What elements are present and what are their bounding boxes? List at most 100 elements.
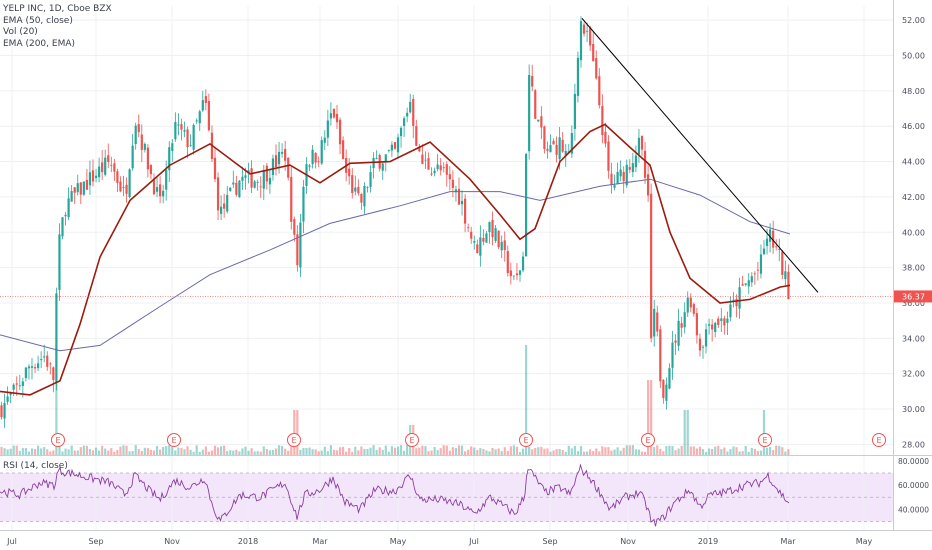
candle[interactable] bbox=[546, 141, 549, 159]
candle[interactable] bbox=[168, 141, 171, 183]
candle[interactable] bbox=[271, 154, 275, 181]
candle[interactable] bbox=[622, 166, 625, 194]
candle[interactable] bbox=[165, 160, 168, 201]
candle[interactable] bbox=[537, 119, 540, 122]
candle[interactable] bbox=[412, 94, 415, 139]
earnings-marker[interactable]: E bbox=[872, 433, 886, 447]
candle[interactable] bbox=[393, 142, 397, 151]
candle[interactable] bbox=[241, 166, 244, 190]
candle[interactable] bbox=[52, 366, 55, 393]
candle[interactable] bbox=[509, 262, 512, 285]
candle[interactable] bbox=[174, 112, 177, 142]
candle[interactable] bbox=[85, 168, 88, 191]
candle[interactable] bbox=[506, 245, 509, 277]
candle[interactable] bbox=[436, 153, 439, 172]
candle[interactable] bbox=[698, 333, 702, 357]
candle[interactable] bbox=[747, 272, 750, 295]
candle[interactable] bbox=[525, 152, 528, 257]
candle[interactable] bbox=[287, 157, 290, 181]
candle[interactable] bbox=[61, 217, 64, 240]
candle[interactable] bbox=[238, 179, 241, 198]
candle[interactable] bbox=[470, 226, 473, 244]
candle[interactable] bbox=[518, 270, 522, 282]
candle[interactable] bbox=[610, 162, 613, 194]
candle[interactable] bbox=[232, 170, 235, 188]
candle[interactable] bbox=[372, 152, 375, 179]
candle[interactable] bbox=[396, 133, 400, 158]
candle[interactable] bbox=[451, 170, 454, 198]
candle[interactable] bbox=[76, 174, 79, 196]
candle[interactable] bbox=[671, 330, 674, 380]
candle[interactable] bbox=[375, 150, 378, 160]
candle[interactable] bbox=[586, 22, 589, 42]
candle[interactable] bbox=[601, 94, 604, 144]
earnings-marker[interactable]: E bbox=[167, 433, 181, 447]
candle[interactable] bbox=[256, 179, 259, 191]
candle[interactable] bbox=[464, 194, 467, 233]
candle[interactable] bbox=[223, 193, 226, 218]
candle[interactable] bbox=[207, 93, 210, 132]
candle[interactable] bbox=[338, 117, 342, 155]
candle[interactable] bbox=[683, 302, 686, 334]
candle[interactable] bbox=[607, 135, 610, 179]
candle[interactable] bbox=[128, 168, 131, 199]
candle[interactable] bbox=[198, 109, 201, 132]
candle[interactable] bbox=[494, 225, 497, 244]
candle[interactable] bbox=[24, 366, 27, 382]
candle[interactable] bbox=[680, 316, 683, 337]
earnings-marker[interactable]: E bbox=[405, 433, 419, 447]
candle[interactable] bbox=[107, 143, 110, 168]
candle[interactable] bbox=[406, 107, 409, 123]
candle[interactable] bbox=[762, 239, 766, 256]
candle[interactable] bbox=[659, 325, 662, 388]
candle[interactable] bbox=[460, 190, 464, 216]
candle[interactable] bbox=[701, 345, 705, 359]
candle[interactable] bbox=[753, 271, 756, 285]
candle[interactable] bbox=[366, 186, 369, 193]
candle[interactable] bbox=[363, 182, 366, 214]
candle[interactable] bbox=[67, 187, 70, 221]
candle[interactable] bbox=[781, 249, 784, 280]
candle[interactable] bbox=[589, 25, 592, 52]
candle[interactable] bbox=[714, 321, 717, 338]
candle[interactable] bbox=[653, 299, 656, 347]
candle[interactable] bbox=[290, 166, 293, 230]
candle[interactable] bbox=[332, 108, 336, 119]
candle[interactable] bbox=[503, 231, 506, 262]
candle[interactable] bbox=[101, 150, 104, 180]
candle[interactable] bbox=[189, 134, 192, 147]
candle[interactable] bbox=[445, 161, 448, 187]
candle[interactable] bbox=[750, 272, 753, 287]
candle[interactable] bbox=[744, 283, 747, 287]
candle[interactable] bbox=[58, 223, 61, 301]
candle[interactable] bbox=[226, 185, 229, 214]
candle[interactable] bbox=[131, 133, 134, 171]
candle[interactable] bbox=[149, 164, 153, 180]
earnings-marker[interactable]: E bbox=[758, 433, 772, 447]
candle[interactable] bbox=[668, 363, 671, 390]
candle[interactable] bbox=[159, 176, 162, 204]
candle[interactable] bbox=[491, 211, 494, 246]
candle[interactable] bbox=[387, 149, 390, 153]
candle[interactable] bbox=[677, 308, 680, 351]
candle[interactable] bbox=[540, 106, 543, 140]
candle[interactable] bbox=[723, 315, 726, 335]
candle[interactable] bbox=[49, 362, 52, 375]
candle[interactable] bbox=[384, 154, 387, 172]
candle[interactable] bbox=[119, 176, 122, 193]
candle[interactable] bbox=[488, 221, 491, 244]
candle[interactable] bbox=[125, 177, 128, 203]
candle[interactable] bbox=[46, 351, 49, 371]
candle[interactable] bbox=[43, 344, 46, 363]
candle[interactable] bbox=[717, 316, 720, 329]
candle[interactable] bbox=[784, 260, 787, 286]
candle[interactable] bbox=[421, 144, 424, 165]
candle[interactable] bbox=[94, 168, 98, 183]
candle[interactable] bbox=[726, 311, 729, 336]
candle[interactable] bbox=[692, 302, 695, 317]
candle[interactable] bbox=[476, 239, 479, 254]
candle[interactable] bbox=[482, 229, 485, 246]
candle[interactable] bbox=[534, 89, 537, 120]
candle[interactable] bbox=[640, 135, 644, 157]
candle[interactable] bbox=[64, 211, 67, 226]
